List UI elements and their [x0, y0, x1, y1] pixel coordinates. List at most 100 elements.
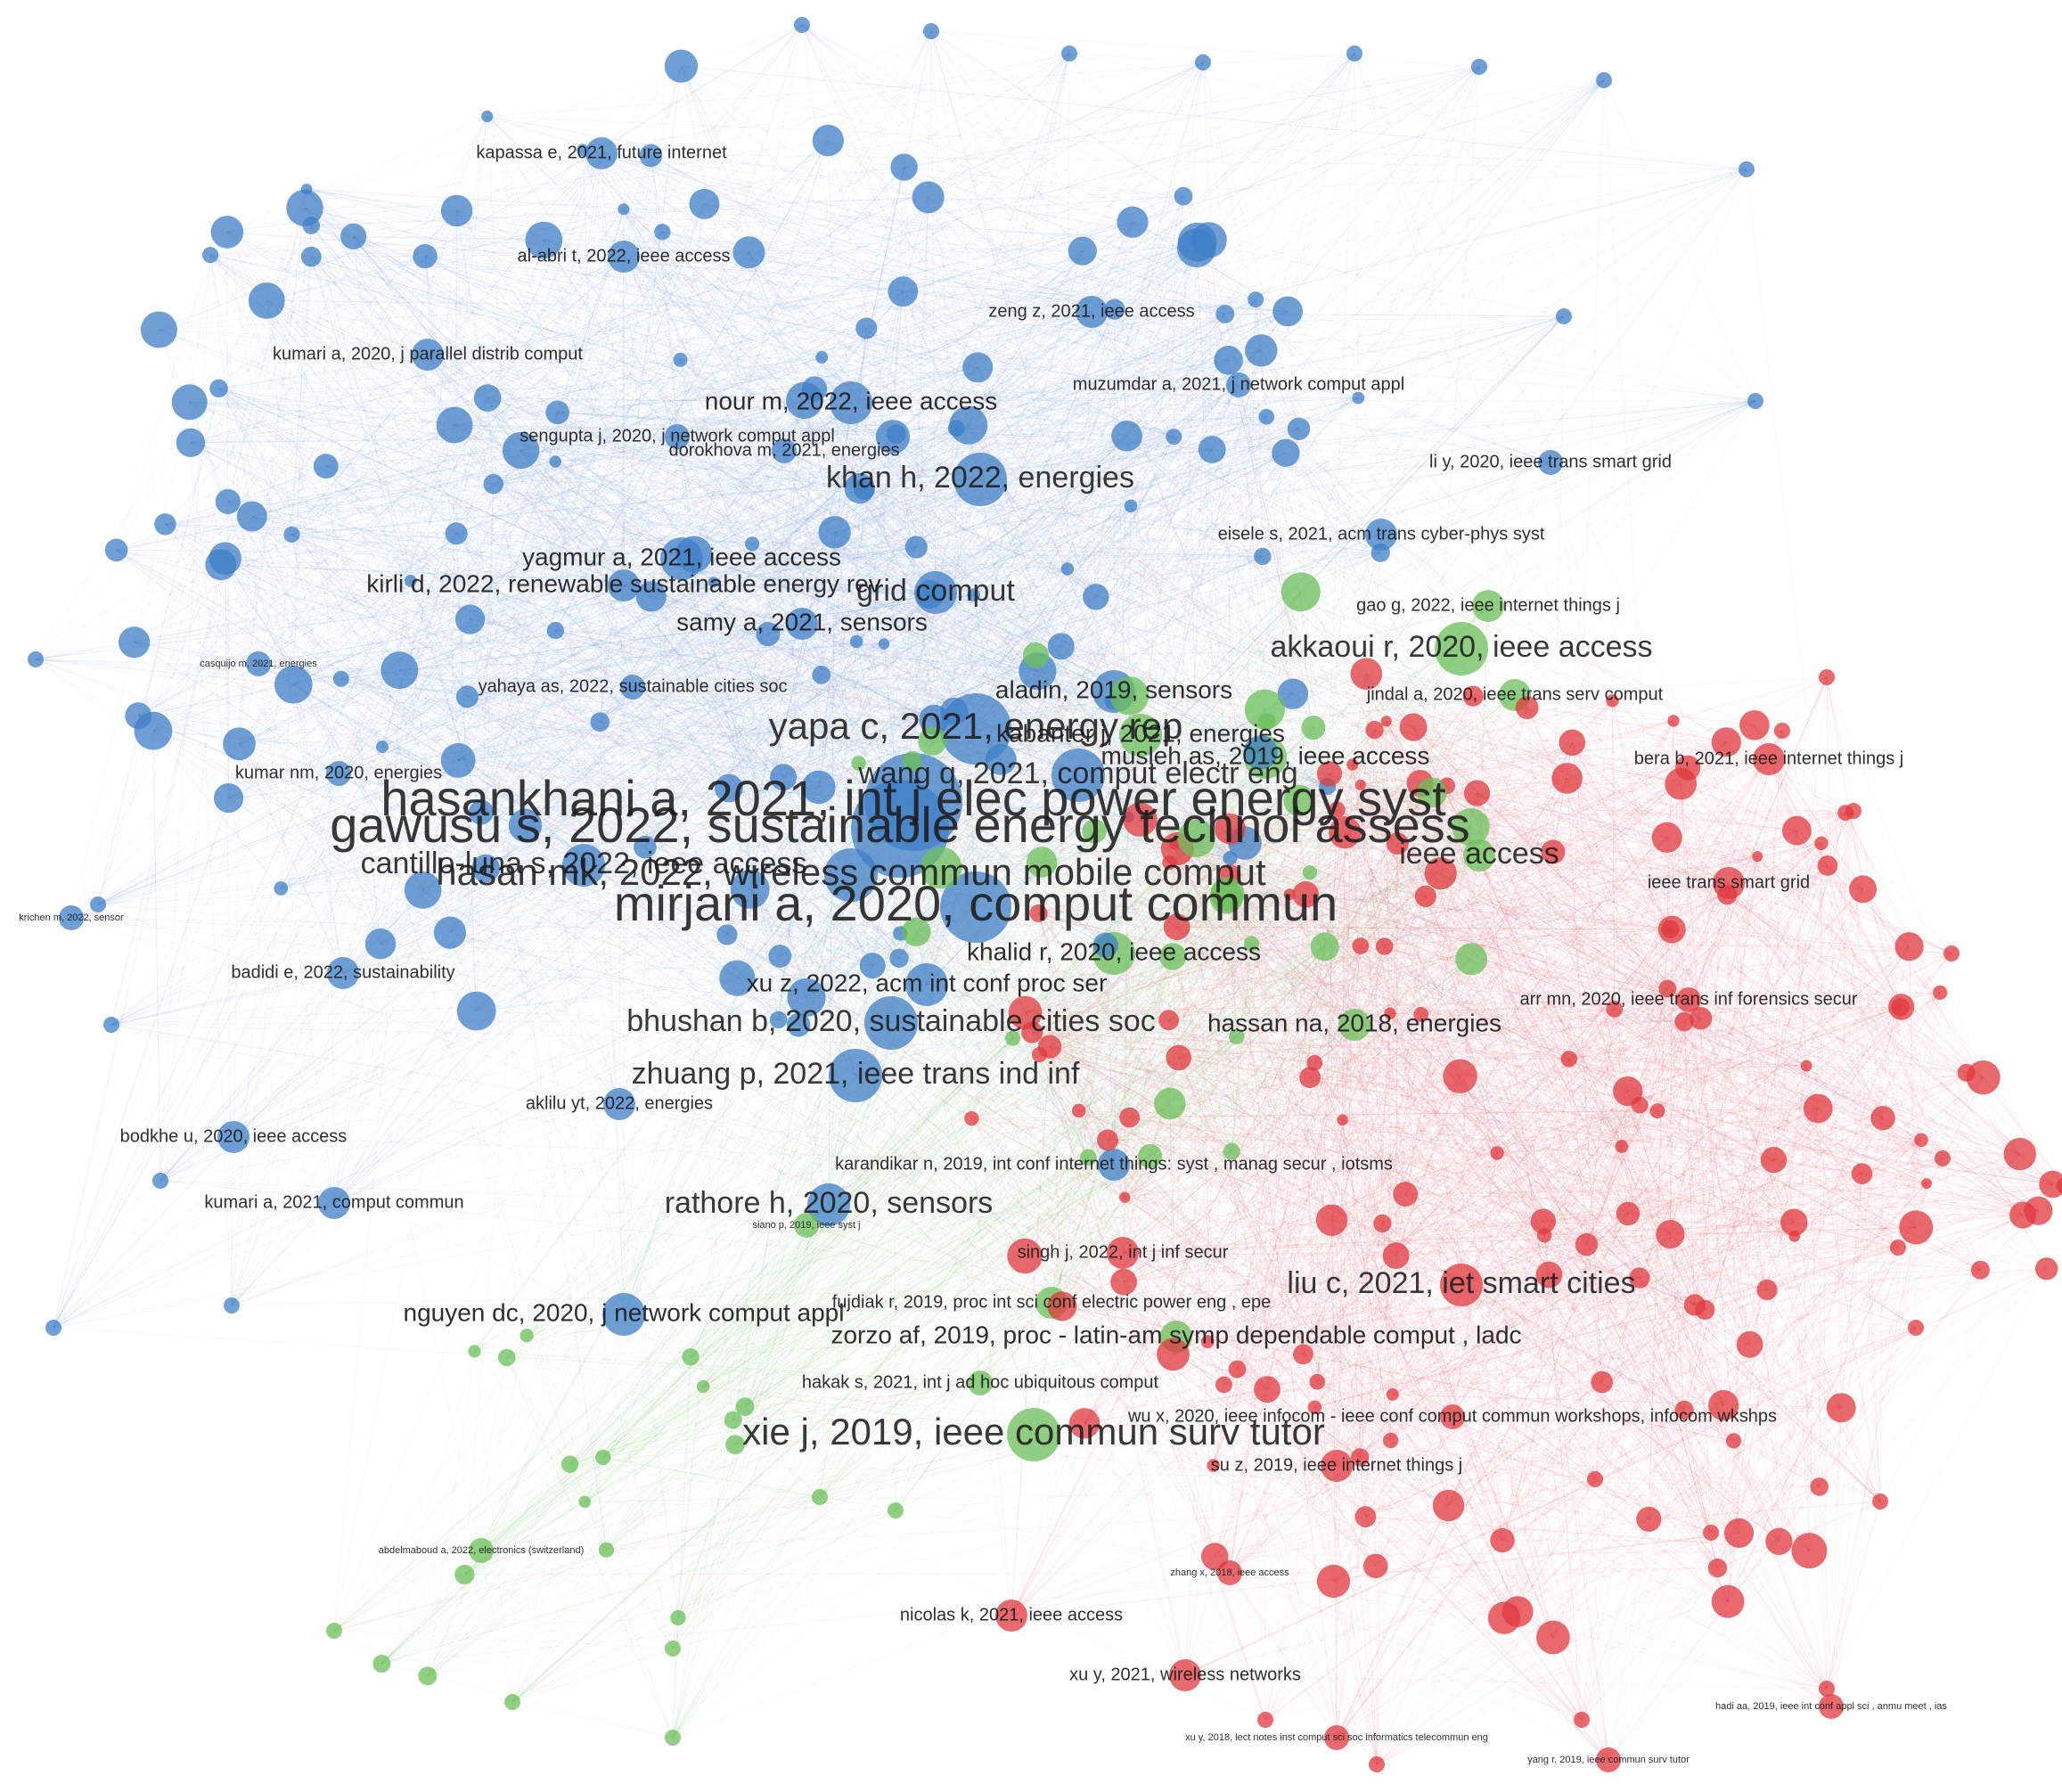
edge-blue — [525, 824, 645, 848]
edge-blue — [138, 715, 423, 891]
edge-blue — [310, 225, 852, 876]
edge-green — [527, 1335, 1035, 1436]
edge-green — [806, 763, 860, 1226]
edge-blue — [470, 618, 1115, 1166]
edge-blue — [623, 209, 806, 401]
edge-green — [381, 1302, 1052, 1665]
edge-blue — [1091, 311, 1262, 753]
edge-red — [1452, 999, 1690, 1418]
edge-blue — [251, 516, 779, 1020]
edge-green — [1175, 1024, 1355, 1338]
edge-blue — [189, 255, 211, 403]
edge-blue — [281, 674, 822, 889]
edge-blue — [110, 462, 1551, 1026]
edge-blue — [850, 366, 978, 404]
edge-blue — [165, 523, 487, 869]
edge-blue — [1067, 569, 1768, 1290]
edge-blue — [899, 416, 1267, 934]
edge-blue — [859, 487, 928, 986]
edge-green — [734, 648, 1462, 1445]
edge-green — [569, 1302, 1052, 1465]
edge-red — [1688, 999, 1780, 1542]
edge-blue — [782, 241, 1198, 778]
edge-blue — [1228, 360, 1231, 859]
edge-blue — [225, 210, 458, 559]
edge-blue — [227, 501, 1002, 760]
edge-blue — [353, 236, 730, 789]
edge-blue — [470, 484, 495, 620]
edge-blue — [53, 965, 873, 1329]
edge-blue — [883, 643, 1231, 859]
edge-blue — [676, 436, 937, 593]
edge-blue — [583, 221, 1133, 866]
edge-blue — [53, 152, 602, 1329]
edge-blue — [693, 553, 1231, 830]
edge-blue — [476, 592, 937, 1011]
edge-blue — [1114, 308, 1551, 463]
edge-blue — [292, 189, 307, 685]
edge-red — [1229, 1572, 1338, 1739]
edge-blue — [110, 558, 226, 1026]
edge-blue — [904, 167, 1180, 1059]
edge-blue — [485, 452, 1287, 870]
edge-red — [464, 1572, 1231, 1575]
edge-blue — [225, 558, 601, 723]
edge-blue — [485, 310, 1289, 870]
edge-blue — [340, 359, 681, 680]
edge-blue — [225, 558, 229, 798]
edge-blue — [306, 188, 977, 908]
edge-blue — [134, 300, 267, 642]
edge-blue — [977, 367, 1685, 1411]
edge-blue — [859, 424, 970, 489]
edge-blue — [338, 389, 815, 774]
edge-blue — [134, 359, 1229, 643]
edge-blue — [189, 401, 954, 712]
edge-blue — [973, 53, 1355, 595]
edge-blue — [1001, 701, 1113, 760]
edge-blue — [116, 549, 728, 936]
edge-blue — [644, 53, 1070, 847]
edge-blue — [226, 232, 830, 1206]
edge-blue — [152, 61, 1204, 732]
edge-blue — [70, 533, 457, 919]
edge-blue — [476, 978, 738, 1012]
edge-blue — [623, 874, 852, 1315]
edge-blue — [251, 516, 451, 933]
edge-blue — [480, 424, 970, 813]
edge-blue — [340, 552, 1381, 680]
edge-blue — [1037, 552, 1381, 672]
edge-blue — [883, 643, 1115, 692]
edge-green — [1354, 826, 1471, 1026]
edge-blue — [806, 691, 1115, 998]
edge-blue — [152, 730, 1129, 818]
edge-blue — [935, 221, 1133, 593]
edge-blue — [651, 155, 1382, 536]
edge-blue — [311, 225, 1328, 788]
edge-green — [979, 838, 1198, 1384]
edge-blue — [968, 240, 1210, 426]
edge-blue — [737, 751, 1261, 979]
edge-green — [506, 1336, 1177, 1358]
edge-red — [1207, 1341, 1338, 1739]
edge-blue — [749, 888, 1026, 1256]
edge-blue — [713, 581, 937, 593]
edge-blue — [209, 254, 1115, 1166]
edge-green — [806, 955, 1174, 1226]
edge-blue — [767, 555, 1263, 635]
edge-blue — [896, 433, 1728, 896]
edge-blue — [968, 250, 1084, 426]
edge-blue — [116, 231, 663, 551]
edge-blue — [165, 479, 981, 525]
edge-blue — [470, 618, 807, 998]
edge-blue — [70, 917, 901, 934]
edge-red — [1025, 758, 1770, 1013]
edge-blue — [751, 543, 1819, 1109]
edge-red — [1461, 1117, 1884, 1286]
edge-blue — [1035, 241, 1199, 656]
edge-green — [1140, 734, 1228, 895]
edge-blue — [97, 773, 340, 905]
edge-blue — [110, 888, 750, 1026]
edge-blue — [138, 715, 1261, 753]
edge-blue — [681, 555, 1263, 560]
edge-blue — [554, 461, 1427, 897]
